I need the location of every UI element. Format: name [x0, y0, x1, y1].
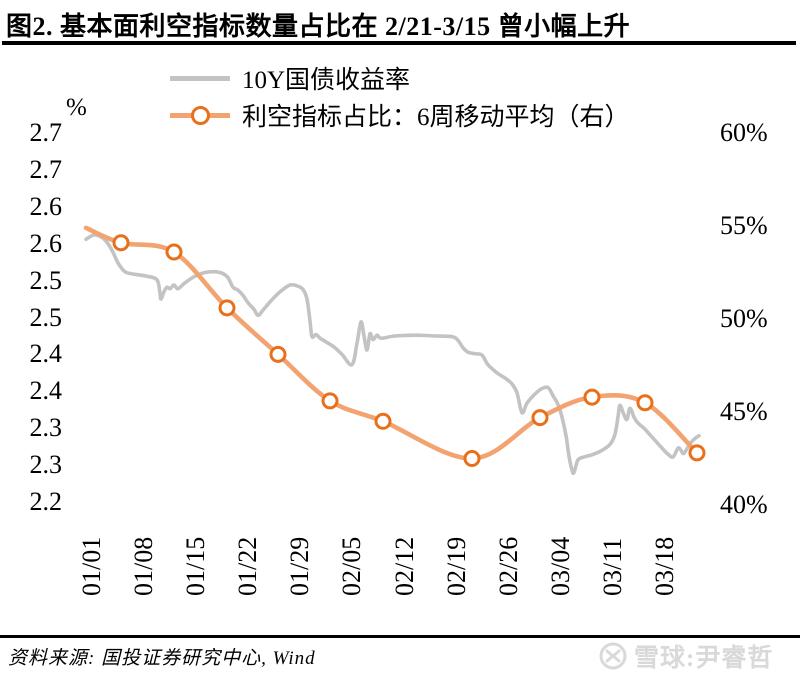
left-axis-tick-label: 2.6	[29, 191, 63, 221]
left-axis-tick-label: 2.3	[29, 450, 63, 480]
x-axis-tick-label: 02/19	[441, 536, 471, 596]
series-line-10y-yield	[84, 233, 701, 476]
footer-divider	[0, 635, 800, 638]
series-markers-bearish-ratio	[112, 234, 706, 467]
left-axis-tick-label: 2.2	[29, 487, 63, 516]
data-point-marker	[218, 299, 236, 317]
source-note: 资料来源: 国投证券研究中心, Wind	[8, 648, 316, 669]
left-axis-tick-label: 2.3	[29, 413, 63, 443]
right-axis-tick-label: 55%	[720, 211, 768, 240]
data-point-marker	[463, 450, 481, 467]
legend-marker-ring-icon	[191, 105, 210, 125]
data-point-marker	[374, 412, 392, 430]
left-axis-tick-label: 2.4	[29, 339, 63, 369]
legend-label-10y-yield: 10Y国债收益率	[242, 67, 411, 94]
x-axis-tick-label: 01/01	[77, 536, 106, 596]
data-point-marker	[321, 392, 339, 410]
legend-label-bearish-ratio: 利空指标占比：6周移动平均（右）	[242, 104, 630, 131]
right-axis-tick-label: 50%	[720, 304, 768, 333]
left-axis-tick-label: 2.6	[29, 228, 63, 258]
chart-title: 图2. 基本面利空指标数量占比在 2/21-3/15 曾小幅上升	[6, 12, 631, 41]
x-axis-tick-label: 01/29	[285, 536, 315, 596]
left-axis-tick-label: 2.5	[29, 265, 63, 295]
gray-line-swatch-icon	[170, 75, 230, 81]
legend-item-10y-yield: 10Y国债收益率	[170, 60, 410, 96]
left-axis-tick-label: 2.7	[29, 154, 63, 184]
x-axis-tick-label: 02/12	[389, 536, 419, 596]
legend-item-bearish-ratio: 利空指标占比：6周移动平均（右）	[170, 97, 630, 133]
series-line-bearish-ratio	[83, 225, 700, 461]
left-axis-tick-label: 2.5	[29, 302, 63, 332]
right-axis-tick-label: 45%	[720, 397, 768, 426]
watermark: 雪球:尹睿哲	[598, 638, 773, 674]
x-axis-tick-label: 01/22	[233, 536, 263, 596]
xueqiu-snowball-logo-icon	[599, 642, 627, 670]
data-point-marker	[531, 409, 549, 427]
x-axis-tick-label: 02/05	[337, 536, 367, 596]
x-axis-tick-label: 01/15	[181, 536, 211, 596]
data-point-marker	[583, 388, 601, 406]
data-point-marker	[636, 394, 654, 412]
data-point-marker	[165, 243, 183, 261]
data-point-marker	[112, 234, 130, 252]
left-axis-tick-label: 2.7	[29, 118, 63, 147]
right-axis-tick-label: 40%	[720, 490, 768, 519]
right-axis-tick-label: 60%	[720, 118, 768, 147]
x-axis-tick-label: 02/26	[493, 536, 523, 596]
orange-line-swatch-icon	[170, 105, 230, 125]
x-axis-tick-label: 03/11	[597, 537, 627, 596]
x-axis-tick-label: 01/08	[129, 536, 159, 596]
left-axis-tick-label: 2.4	[29, 376, 63, 406]
data-point-marker	[688, 444, 706, 462]
title-underline	[2, 41, 796, 45]
x-axis-tick-label: 03/04	[545, 536, 575, 596]
watermark-text: 雪球:尹睿哲	[634, 645, 774, 672]
x-axis-tick-label: 03/18	[649, 536, 679, 596]
data-point-marker	[269, 345, 287, 363]
left-axis-unit: %	[66, 94, 87, 121]
